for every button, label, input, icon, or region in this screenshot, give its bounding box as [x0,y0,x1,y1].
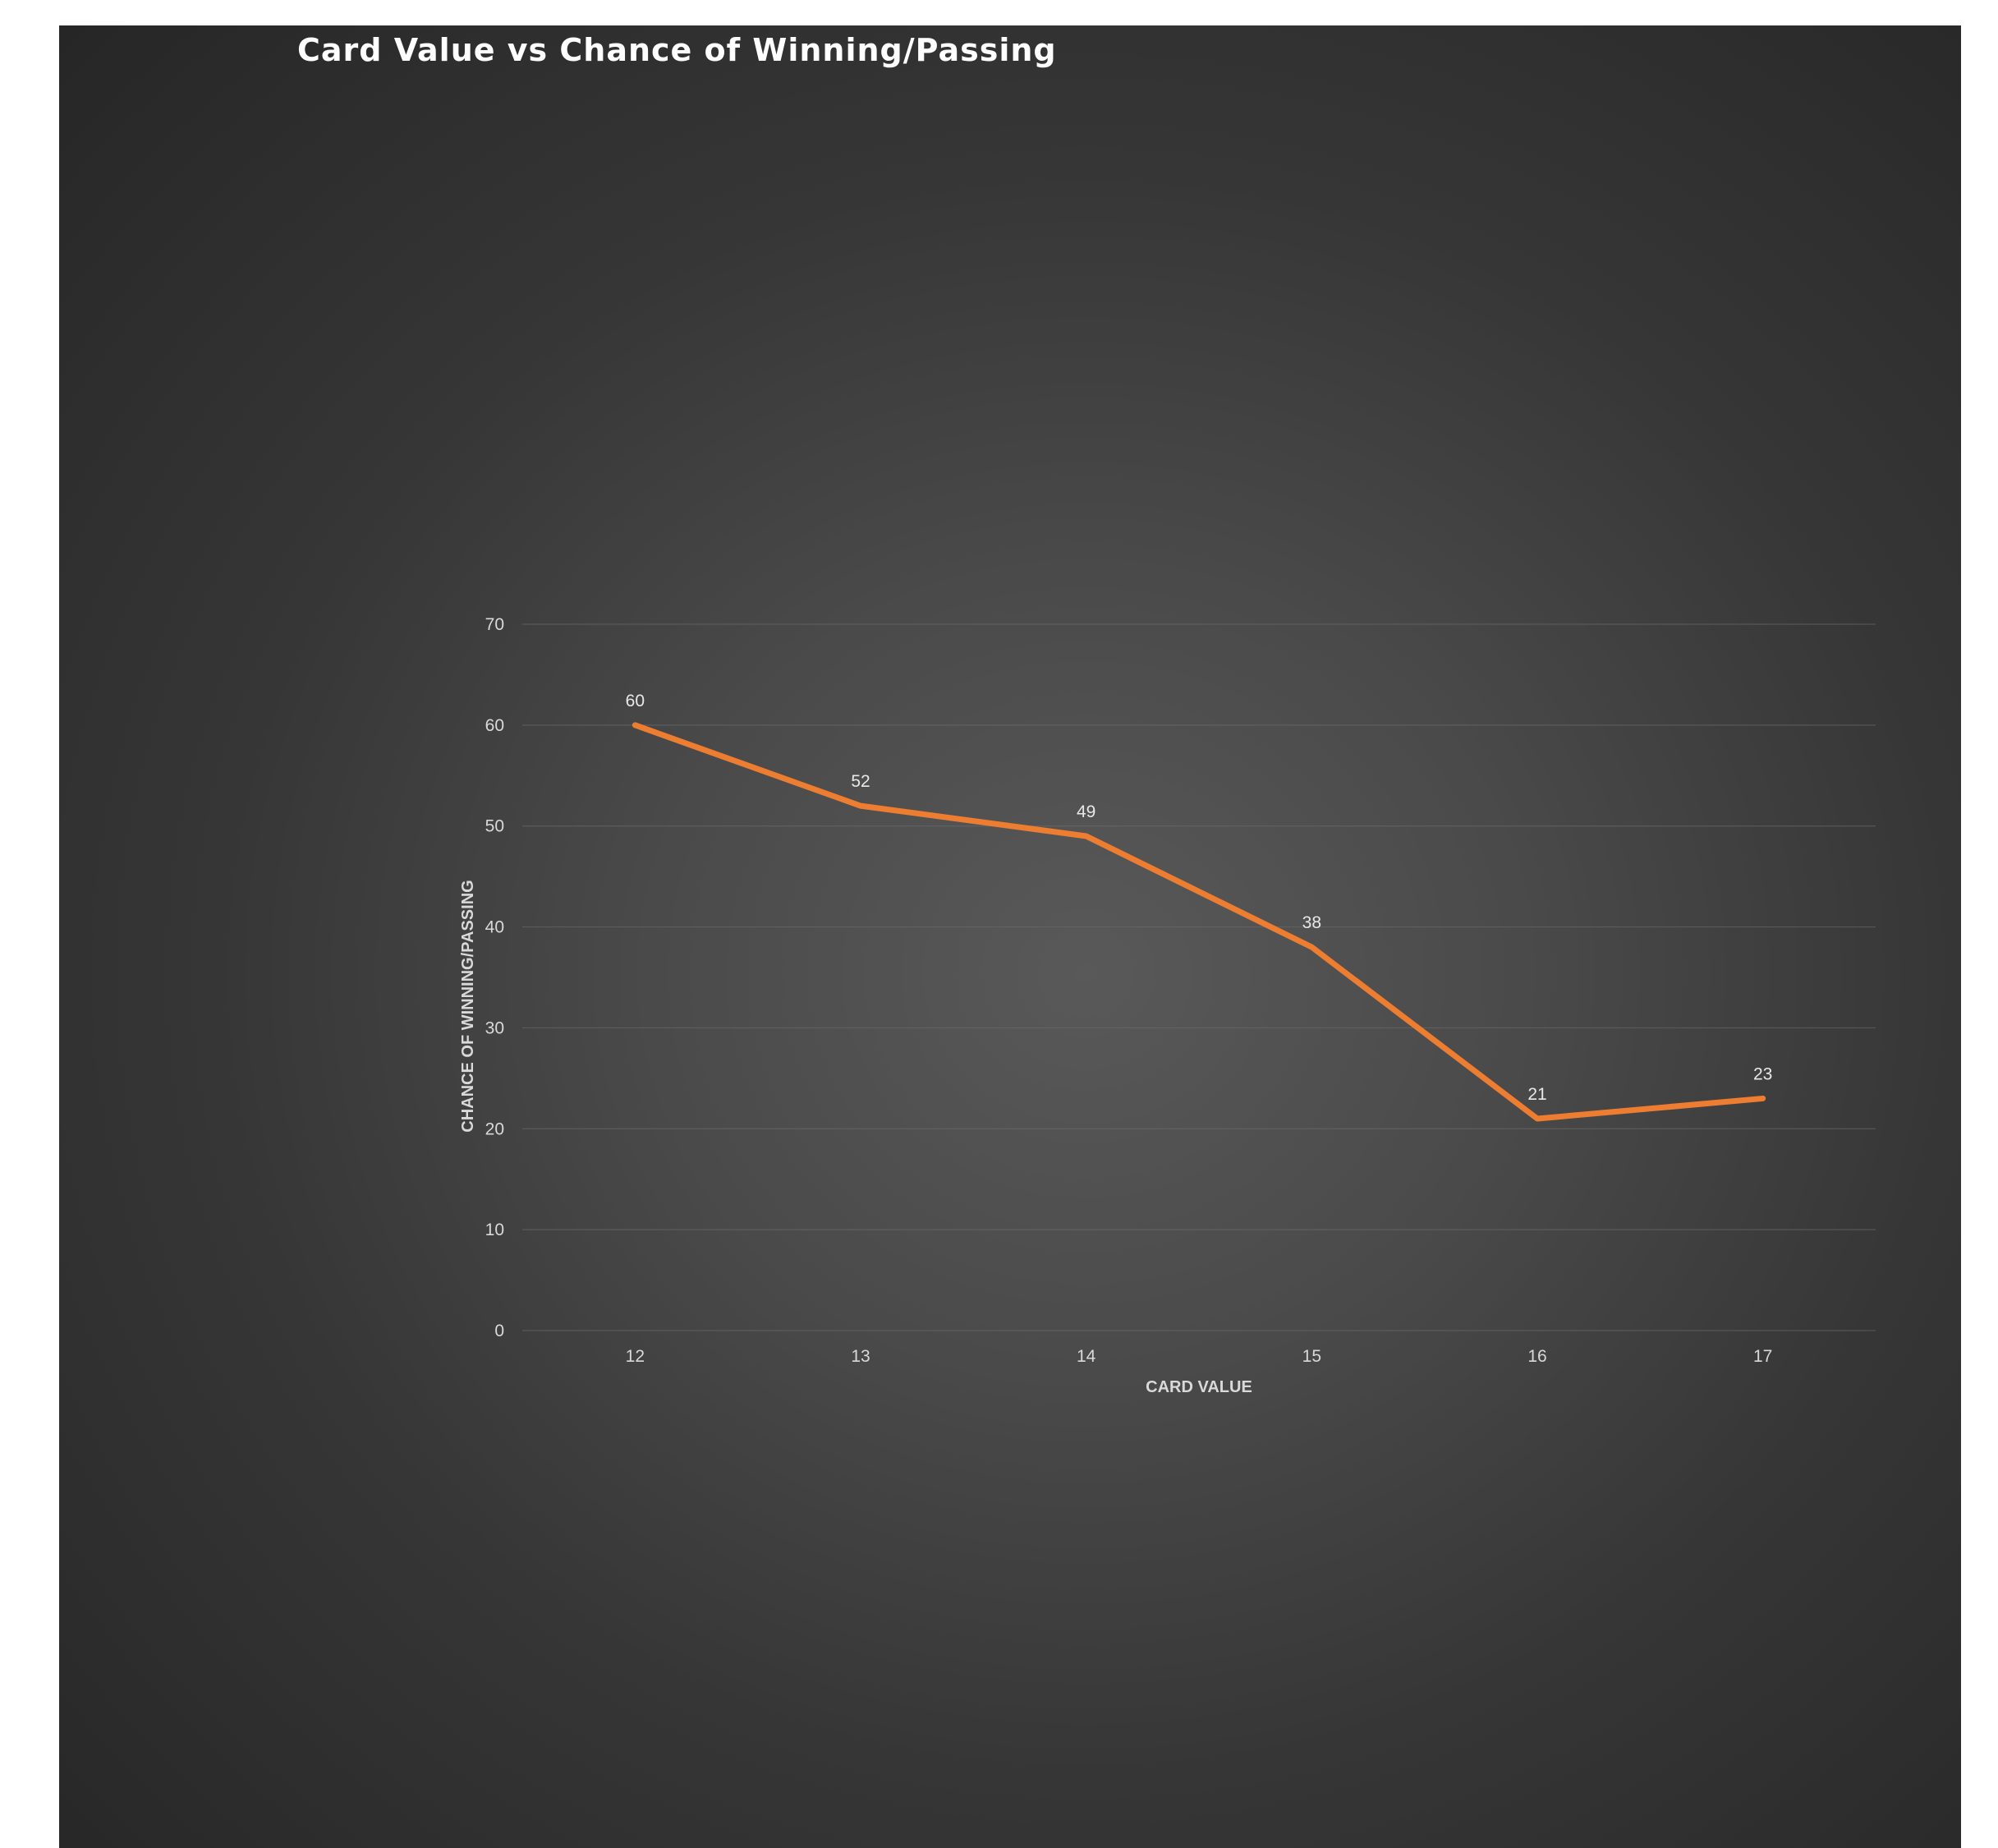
x-tick-label: 12 [626,1347,645,1366]
gridlines [522,623,1876,1331]
y-tick-label: 40 [485,918,504,937]
y-tick-label: 10 [485,1221,504,1239]
y-tick-label: 60 [485,716,504,735]
y-tick-label: 70 [485,615,504,634]
data-point [632,722,638,728]
y-tick-label: 0 [494,1322,504,1340]
x-axis-ticks: 12 13 14 15 16 17 [626,1347,1773,1366]
data-label: 52 [851,772,870,791]
data-label: 38 [1302,913,1321,932]
y-tick-label: 30 [485,1018,504,1037]
x-axis-title: CARD VALUE [1146,1378,1252,1396]
x-tick-label: 16 [1527,1347,1546,1366]
x-tick-label: 17 [1753,1347,1772,1366]
data-point [858,803,863,809]
y-axis-title: CHANCE OF WINNING/PASSING [459,880,477,1132]
data-label: 21 [1527,1085,1546,1104]
y-axis-ticks: 0 10 20 30 40 50 60 70 [485,615,504,1340]
data-point [1760,1096,1766,1101]
data-labels: 60 52 49 38 21 23 [626,692,1773,1104]
series-line [632,722,1766,1122]
series-layer [632,722,1766,1122]
line-chart: 0 10 20 30 40 50 60 70 12 13 14 15 16 17 60 52 49 38 21 2… [459,615,1876,1396]
y-tick-label: 20 [485,1119,504,1138]
x-tick-label: 14 [1077,1347,1096,1366]
data-label: 23 [1753,1064,1772,1083]
data-point [1083,834,1089,839]
data-point [1535,1116,1540,1121]
data-label: 49 [1077,802,1095,821]
chart-title: Card Value vs Chance of Winning/Passing [297,32,1057,68]
y-tick-label: 50 [485,817,504,836]
data-label: 60 [626,692,645,710]
data-point [1309,945,1315,950]
x-tick-label: 13 [851,1347,870,1366]
chart-panel: Card Value vs Chance of Winning/Passing … [59,25,1961,1848]
x-tick-label: 15 [1302,1347,1321,1366]
